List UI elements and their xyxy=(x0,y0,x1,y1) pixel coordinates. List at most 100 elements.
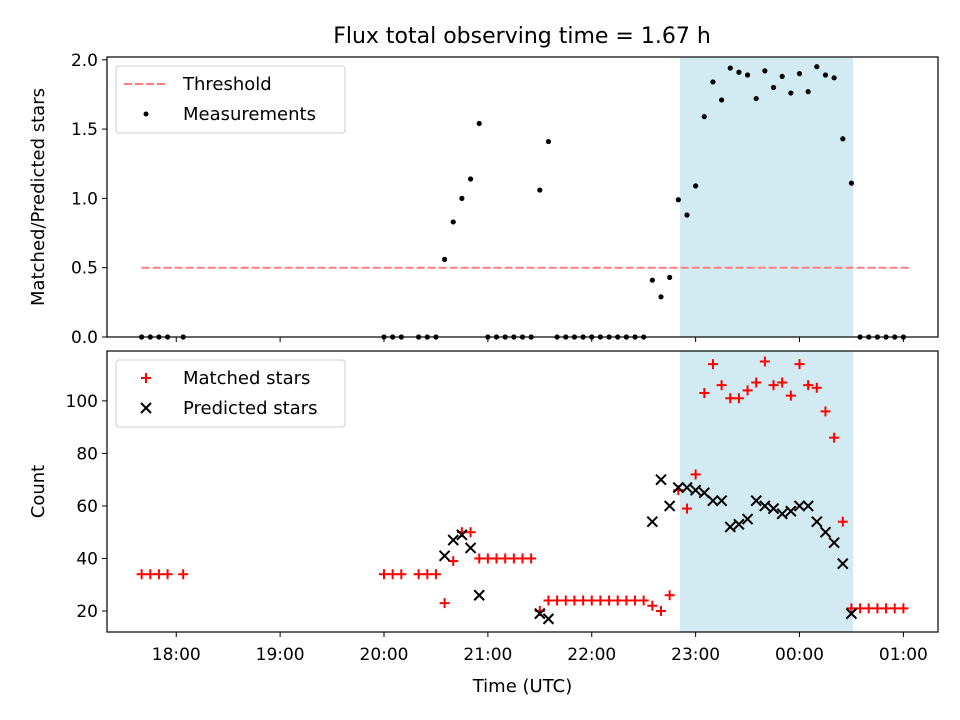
matched-star-point xyxy=(820,406,831,417)
predicted-star-point xyxy=(681,481,693,494)
matched-star-point xyxy=(621,595,632,606)
matched-star-point xyxy=(846,603,857,614)
matched-stars-legend-symbol xyxy=(141,373,151,383)
measurement-point xyxy=(814,64,820,70)
matched-star-point xyxy=(681,503,692,514)
observing-window-span xyxy=(680,351,854,632)
measurement-point xyxy=(701,114,707,120)
matched-star-point xyxy=(872,603,883,614)
predicted-stars-legend-symbol xyxy=(140,402,152,414)
measurement-point xyxy=(736,69,742,75)
measurement-point xyxy=(727,65,733,71)
predicted-star-point xyxy=(542,613,555,625)
matched-star-point xyxy=(759,356,770,367)
measurement-point xyxy=(459,195,465,201)
matched-star-point xyxy=(448,556,459,567)
matched-star-point xyxy=(474,553,485,564)
matched-star-point xyxy=(794,359,805,370)
predicted-star-point xyxy=(724,521,736,533)
matched-star-point xyxy=(517,553,528,564)
matched-star-point xyxy=(543,595,554,606)
y-tick-label: 60 xyxy=(76,497,98,517)
measurement-point xyxy=(441,256,448,262)
matched-star-point xyxy=(482,553,493,564)
x-tick-label: 00:00 xyxy=(775,645,824,665)
matched-star-point xyxy=(439,598,450,609)
y-tick-label: 100 xyxy=(66,392,98,412)
matched-star-point xyxy=(889,603,900,614)
predicted-star-point xyxy=(663,500,676,512)
predicted-star-point xyxy=(845,607,858,620)
measurement-point xyxy=(840,136,846,142)
matched-star-point xyxy=(612,595,623,606)
predicted-star-point xyxy=(689,484,702,496)
measurement-point xyxy=(753,95,759,102)
matched-star-point xyxy=(716,380,727,391)
x-tick-label: 18:00 xyxy=(152,645,201,665)
matched-star-point xyxy=(742,385,753,396)
matched-star-point xyxy=(898,603,909,614)
matched-star-point xyxy=(630,595,641,606)
measurement-point xyxy=(658,294,664,300)
count-panel-frame xyxy=(106,350,939,633)
predicted-star-point xyxy=(733,518,745,531)
predicted-star-point xyxy=(759,500,771,512)
observing-window-span xyxy=(680,57,854,337)
x-tick-label: 23:00 xyxy=(671,645,720,665)
matched-star-point xyxy=(829,432,840,443)
measurement-point xyxy=(467,176,474,182)
x-tick-label: 20:00 xyxy=(360,645,409,665)
matched-star-point xyxy=(491,553,502,564)
measurement-point xyxy=(537,187,543,193)
measurement-point xyxy=(649,277,655,283)
y-tick-label: 2.0 xyxy=(71,51,98,71)
measurement-point xyxy=(805,89,811,95)
y-tick-label: 40 xyxy=(76,549,98,569)
matched-star-point xyxy=(638,595,649,606)
matched-star-point xyxy=(413,569,424,580)
matched-star-point xyxy=(751,377,762,388)
predicted-star-point xyxy=(802,500,814,512)
matched-star-point xyxy=(863,603,874,614)
threshold-legend-label: Threshold xyxy=(182,74,272,95)
ratio-legend: Threshold Measurements xyxy=(115,65,346,134)
predicted-star-point xyxy=(672,481,685,494)
measurement-point xyxy=(762,68,768,74)
predicted-star-point xyxy=(793,500,806,512)
matched-star-point xyxy=(387,569,398,580)
measurements-legend-label: Measurements xyxy=(183,104,316,125)
matched-star-point xyxy=(664,590,675,601)
predicted-star-point xyxy=(811,515,823,528)
ratio-panel-frame xyxy=(106,56,939,338)
measurement-point xyxy=(545,138,552,145)
matched-star-point xyxy=(604,595,615,606)
predicted-star-point xyxy=(828,537,840,549)
ratio-panel: 0.00.51.01.52.0 Matched/Predicted stars … xyxy=(28,51,939,348)
y-tick-label: 0.5 xyxy=(71,259,98,279)
matched-star-point xyxy=(699,388,710,399)
matched-star-point xyxy=(586,595,597,606)
matched-star-point xyxy=(656,605,666,616)
matched-star-point xyxy=(725,393,736,404)
measurement-point xyxy=(450,219,456,225)
predicted-star-point xyxy=(646,515,659,528)
measurement-point xyxy=(710,79,716,85)
matched-star-point xyxy=(777,377,788,388)
predicted-star-point xyxy=(767,502,780,515)
measurement-point xyxy=(476,120,482,127)
measurement-point xyxy=(831,75,837,81)
predicted-star-point xyxy=(464,542,477,554)
predicted-star-point xyxy=(438,550,451,562)
predicted-star-point xyxy=(456,529,468,541)
matched-star-point xyxy=(153,569,164,580)
measurements-legend-symbol xyxy=(143,111,149,117)
predicted-star-point xyxy=(447,534,459,546)
matched-star-point xyxy=(578,595,589,606)
matched-star-point xyxy=(837,516,848,527)
predicted-star-point xyxy=(534,607,546,620)
matched-star-point xyxy=(707,359,718,370)
matched-stars-legend-label: Matched stars xyxy=(183,368,310,389)
matched-star-point xyxy=(881,603,892,614)
chart-title: Flux total observing time = 1.67 h xyxy=(333,24,711,49)
